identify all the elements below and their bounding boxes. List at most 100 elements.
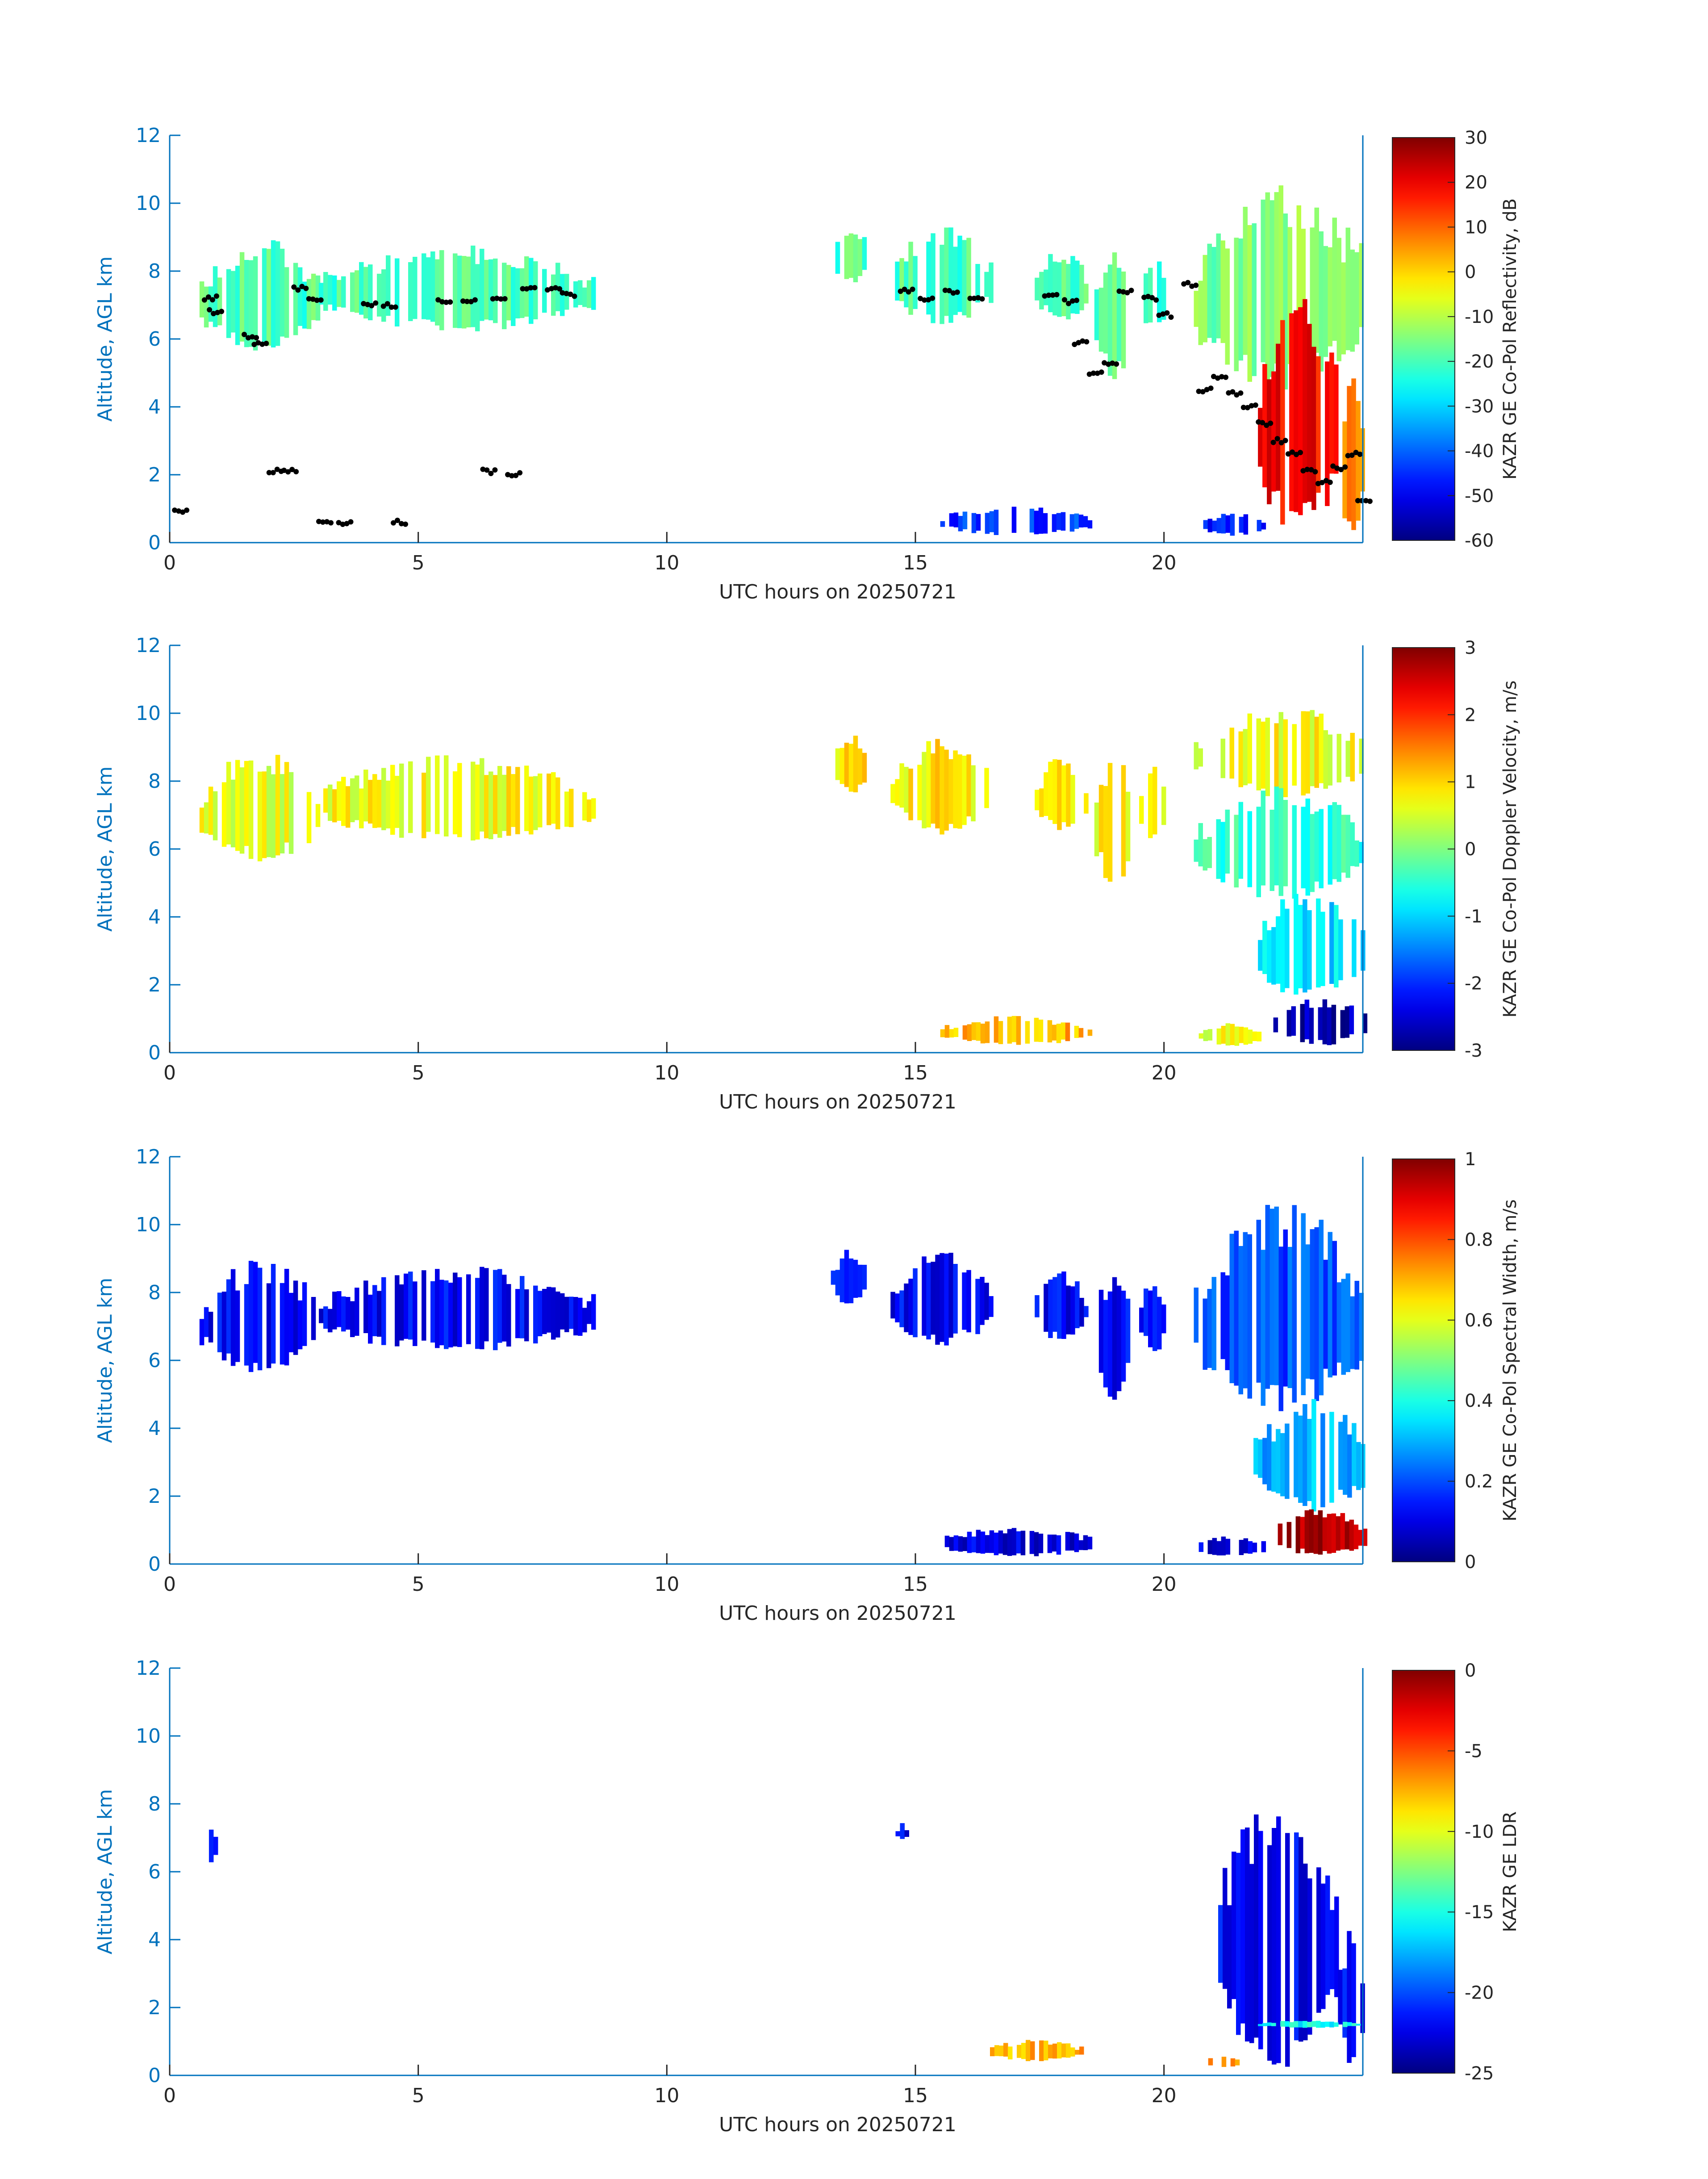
heatmap-cell xyxy=(1057,262,1062,317)
heatmap-cell xyxy=(1225,809,1230,874)
colorbar: 1 0.8 0.6 0.4 0.2 0 KAZR GE Co-Pol Spectral Wi… xyxy=(1392,1149,1520,1573)
heatmap-cell xyxy=(944,227,949,316)
heatmap-cell xyxy=(426,257,431,320)
heatmap-cell xyxy=(1267,2022,1272,2026)
heatmap-cell xyxy=(332,275,337,311)
heatmap-cell xyxy=(1039,272,1044,309)
heatmap-cell xyxy=(835,242,840,274)
heatmap-cell xyxy=(208,786,213,835)
heatmap-cell xyxy=(1349,1005,1354,1034)
heatmap-cell xyxy=(524,765,529,831)
heatmap-cell xyxy=(1280,1433,1285,1497)
heatmap-cell xyxy=(466,1274,471,1344)
heatmap-cell xyxy=(904,1830,909,1837)
heatmap-cell xyxy=(904,767,909,813)
heatmap-cell xyxy=(569,1297,574,1329)
cloud-base-point xyxy=(213,293,219,299)
heatmap-cell xyxy=(908,1279,913,1335)
cloud-base-point xyxy=(460,298,466,304)
heatmap-cell xyxy=(1011,1016,1017,1042)
heatmap-cell xyxy=(1329,2021,1334,2028)
heatmap-cell xyxy=(1247,1234,1252,1399)
heatmap-cell xyxy=(1283,1229,1288,1387)
heatmap-cell xyxy=(368,1294,373,1344)
heatmap-cell xyxy=(1295,1516,1301,1553)
heatmap-cell xyxy=(890,1292,895,1319)
heatmap-cell xyxy=(1220,1272,1225,1359)
heatmap-cell xyxy=(1157,1297,1162,1350)
heatmap-cell xyxy=(944,749,949,831)
colorbar-label: KAZR GE Co-Pol Doppler Velocity, m/s xyxy=(1500,681,1520,1018)
heatmap-cell xyxy=(949,1029,954,1037)
cloud-base-point xyxy=(344,521,350,527)
heatmap-cell xyxy=(971,765,976,822)
heatmap-cell xyxy=(1328,734,1332,786)
heatmap-cell xyxy=(1207,1029,1213,1041)
heatmap-cell xyxy=(311,1297,316,1340)
cloud-base-point xyxy=(560,290,565,296)
heatmap-cell xyxy=(332,789,337,823)
colorbar-tick-label: -5 xyxy=(1465,1741,1482,1761)
heatmap-cell xyxy=(1234,1026,1240,1046)
heatmap-cell xyxy=(1094,289,1099,340)
colorbar: 0 -5 -10 -15 -20 -25 KAZR GE LDR xyxy=(1392,1660,1520,2084)
heatmap-cell xyxy=(248,760,254,859)
colorbar-tick-label: -3 xyxy=(1465,1041,1482,1061)
heatmap-cell xyxy=(306,279,312,329)
heatmap-cell xyxy=(377,1291,382,1337)
cloud-base-point xyxy=(201,297,207,303)
cloud-base-point xyxy=(975,295,981,301)
heatmap-cell xyxy=(971,1536,977,1552)
heatmap-cell xyxy=(1289,2022,1294,2028)
heatmap-cell xyxy=(475,264,480,331)
heatmap-cell xyxy=(1025,1021,1030,1044)
heatmap-cell xyxy=(1256,807,1261,897)
heatmap-cell xyxy=(1310,814,1315,892)
heatmap-cell xyxy=(399,1284,404,1341)
heatmap-cell xyxy=(931,753,935,824)
heatmap-cell xyxy=(266,765,271,857)
heatmap-cell xyxy=(217,1292,222,1352)
heatmap-cell xyxy=(520,1276,525,1338)
heatmap-cell xyxy=(564,1297,569,1332)
heatmap-cell xyxy=(1261,721,1265,789)
heatmap-cell xyxy=(1309,1008,1314,1044)
heatmap-cell xyxy=(1161,278,1166,320)
heatmap-cell xyxy=(480,758,484,832)
heatmap-cell xyxy=(1112,252,1117,379)
heatmap-cell xyxy=(284,762,289,843)
heatmap-cell xyxy=(1274,723,1279,789)
cloud-base-point xyxy=(1042,293,1048,299)
heatmap-cell xyxy=(355,775,359,820)
heatmap-cell xyxy=(1252,1031,1257,1041)
cloud-base-point xyxy=(259,341,265,347)
colorbar-tick-label: 0 xyxy=(1465,839,1476,860)
heatmap-cell xyxy=(1248,1029,1253,1044)
heatmap-cell xyxy=(895,1831,900,1836)
x-tick-label: 5 xyxy=(412,1573,425,1596)
cloud-base-point xyxy=(1094,370,1100,376)
heatmap-cell xyxy=(328,784,333,821)
heatmap-cell xyxy=(381,269,386,322)
heatmap-cell xyxy=(1003,2043,1008,2057)
heatmap-cell xyxy=(1316,898,1321,988)
cloud-base-point xyxy=(1253,402,1258,408)
heatmap-cell xyxy=(1107,763,1113,882)
heatmap-cell xyxy=(1254,1814,1259,2038)
heatmap-cell xyxy=(515,1289,520,1338)
heatmap-cell xyxy=(1139,796,1144,824)
cloud-base-point xyxy=(299,284,305,289)
cloud-base-point xyxy=(1070,298,1075,304)
heatmap-cell xyxy=(377,780,382,828)
cloud-base-point xyxy=(1240,405,1246,410)
y-tick-label: 0 xyxy=(148,1553,161,1576)
heatmap-cell xyxy=(1038,1020,1044,1042)
heatmap-cell xyxy=(967,1024,972,1041)
heatmap-cell xyxy=(917,765,922,820)
heatmap-cell xyxy=(244,761,249,846)
heatmap-cell xyxy=(1323,730,1328,789)
heatmap-cell xyxy=(1311,1399,1316,1512)
y-tick-label: 8 xyxy=(148,1793,161,1815)
heatmap-cell xyxy=(1347,2022,1352,2026)
heatmap-cell xyxy=(1057,2042,1062,2059)
